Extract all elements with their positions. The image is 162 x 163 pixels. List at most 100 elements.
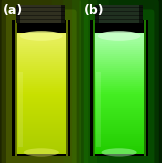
Bar xyxy=(94,55,144,58)
Bar xyxy=(15,20,17,156)
Bar xyxy=(16,41,66,44)
Bar xyxy=(16,75,66,78)
Bar xyxy=(16,45,66,48)
Bar xyxy=(94,95,144,98)
Bar xyxy=(94,77,144,80)
Bar xyxy=(16,129,66,132)
Bar xyxy=(16,111,66,114)
Bar xyxy=(16,47,66,50)
Bar xyxy=(94,59,144,62)
Bar xyxy=(16,87,66,90)
Bar xyxy=(94,99,144,102)
Bar xyxy=(16,77,66,80)
Bar xyxy=(16,69,66,72)
Bar xyxy=(16,113,66,116)
Bar xyxy=(16,145,66,148)
Bar xyxy=(95,15,143,16)
Bar xyxy=(16,101,66,104)
FancyBboxPatch shape xyxy=(0,0,97,163)
FancyBboxPatch shape xyxy=(72,0,162,163)
Bar xyxy=(16,55,66,58)
Bar xyxy=(94,119,144,122)
Bar xyxy=(90,20,94,156)
Ellipse shape xyxy=(24,148,59,156)
Bar xyxy=(94,133,144,136)
Bar xyxy=(94,121,144,124)
Bar xyxy=(94,33,144,36)
Bar xyxy=(16,149,66,152)
Bar xyxy=(94,127,144,130)
Bar xyxy=(16,39,66,42)
Bar xyxy=(94,123,144,126)
Bar xyxy=(94,57,144,60)
Bar xyxy=(16,15,65,16)
Bar xyxy=(16,95,66,98)
Bar xyxy=(94,75,144,78)
Bar xyxy=(94,139,144,142)
Bar xyxy=(16,71,66,74)
Bar xyxy=(94,115,144,118)
Bar xyxy=(94,43,144,46)
Bar xyxy=(16,135,66,138)
FancyBboxPatch shape xyxy=(79,0,159,163)
Bar xyxy=(16,151,66,154)
Bar xyxy=(16,11,65,12)
Bar xyxy=(16,73,66,76)
Bar xyxy=(94,51,144,54)
Bar xyxy=(94,103,144,106)
FancyBboxPatch shape xyxy=(63,0,162,163)
Bar xyxy=(94,83,144,86)
Bar xyxy=(94,141,144,144)
Bar xyxy=(94,69,144,72)
Bar xyxy=(94,97,144,100)
Bar xyxy=(16,123,66,126)
Bar xyxy=(94,151,144,154)
Bar xyxy=(16,139,66,142)
Bar xyxy=(16,83,66,86)
Bar xyxy=(16,109,66,112)
FancyBboxPatch shape xyxy=(6,9,77,163)
Bar xyxy=(94,147,144,150)
Bar xyxy=(94,71,144,74)
Bar xyxy=(95,11,143,12)
Bar xyxy=(16,43,66,46)
Bar xyxy=(94,105,144,108)
Bar xyxy=(94,149,144,152)
Text: (a): (a) xyxy=(3,4,23,17)
Bar xyxy=(94,61,144,64)
Bar xyxy=(66,20,68,156)
Bar xyxy=(12,20,16,156)
Bar xyxy=(94,135,144,138)
Bar xyxy=(144,20,148,156)
Ellipse shape xyxy=(20,31,63,41)
Bar xyxy=(94,143,144,146)
Bar xyxy=(94,129,144,132)
Bar xyxy=(94,93,144,96)
Bar xyxy=(94,131,144,134)
Bar xyxy=(16,5,20,23)
Bar xyxy=(93,20,94,156)
Bar xyxy=(95,19,143,20)
Bar xyxy=(16,143,66,146)
Bar xyxy=(94,65,144,68)
Bar xyxy=(94,137,144,140)
Bar xyxy=(94,45,144,48)
Bar xyxy=(16,85,66,88)
Bar xyxy=(16,91,66,94)
Bar xyxy=(16,7,65,8)
Bar xyxy=(16,65,66,68)
Bar xyxy=(16,67,66,70)
Bar xyxy=(94,101,144,104)
Bar xyxy=(16,127,66,130)
Bar xyxy=(16,37,66,40)
Bar xyxy=(16,35,66,38)
Bar xyxy=(16,97,66,100)
Bar xyxy=(94,35,144,38)
Bar xyxy=(16,125,66,128)
Bar xyxy=(16,79,66,82)
Bar xyxy=(94,91,144,94)
Bar xyxy=(16,63,66,66)
Bar xyxy=(94,67,144,70)
Bar xyxy=(16,61,66,64)
Bar xyxy=(94,79,144,82)
